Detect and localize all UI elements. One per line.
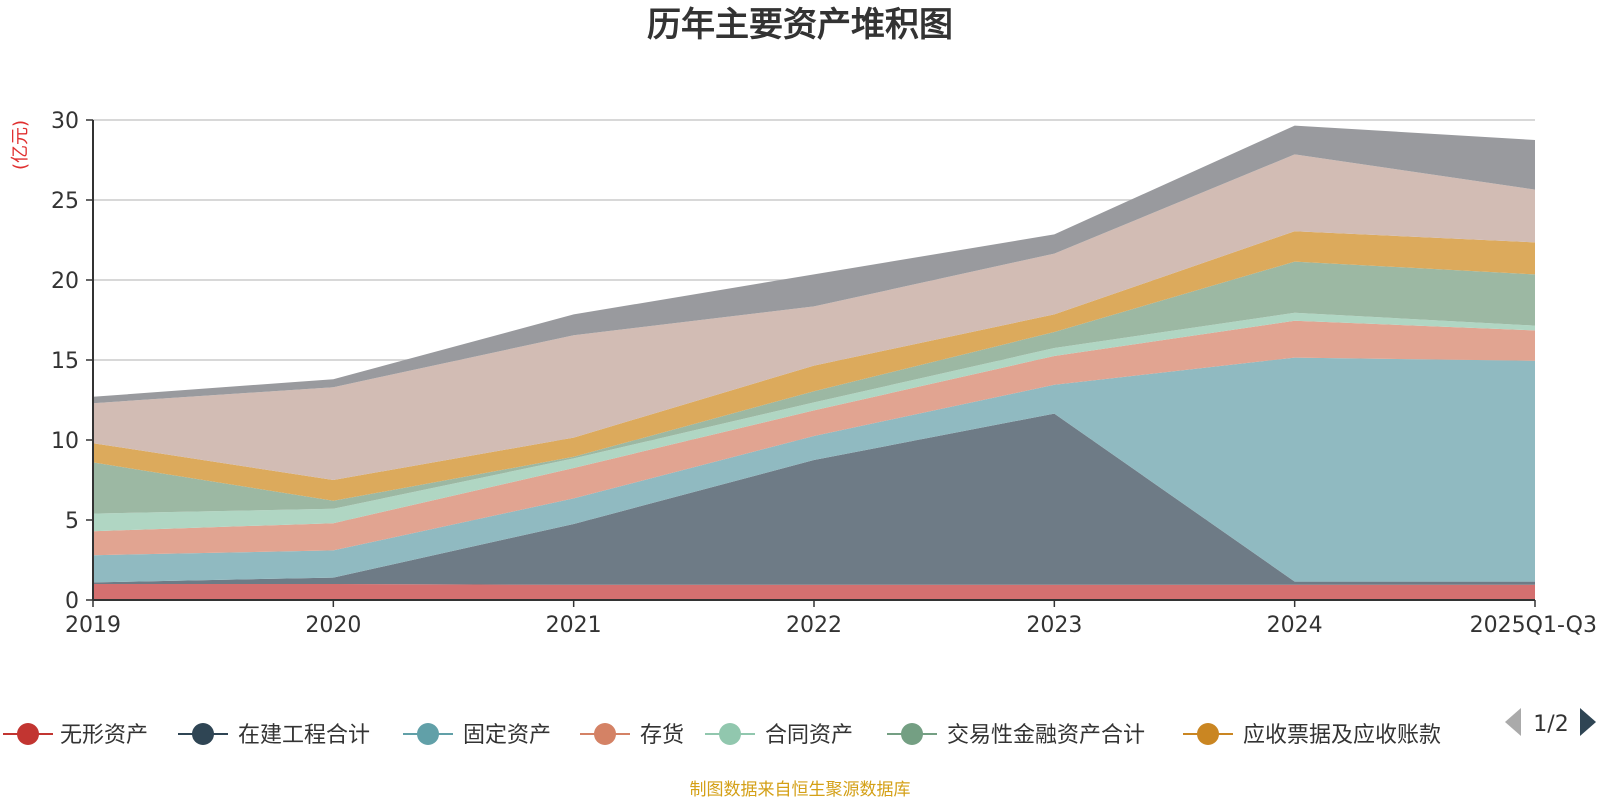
legend-item[interactable]: 交易性金融资产合计 [887, 723, 1145, 748]
legend-item[interactable]: 合同资产 [705, 723, 853, 748]
y-tick-label: 25 [51, 189, 79, 214]
x-tick-label: 2023 [1026, 613, 1082, 638]
legend-item[interactable]: 存货 [580, 723, 684, 748]
legend-marker-icon [1197, 723, 1219, 745]
legend-marker-icon [719, 723, 741, 745]
y-tick-label: 5 [65, 509, 79, 534]
legend-label: 在建工程合计 [238, 723, 370, 748]
legend-label: 交易性金融资产合计 [947, 723, 1145, 748]
legend-marker-icon [901, 723, 923, 745]
legend: 无形资产 在建工程合计 固定资产 存货 合同资产 交易性金融资产合计 应收票据及应收账款 [3, 723, 1441, 748]
legend-item[interactable]: 在建工程合计 [178, 723, 370, 748]
y-tick-label: 15 [51, 349, 79, 374]
y-tick-label: 0 [65, 589, 79, 614]
legend-item[interactable]: 固定资产 [403, 723, 551, 748]
area-series[interactable] [93, 584, 1535, 600]
area-series[interactable] [93, 261, 1535, 514]
x-tick-label: 2021 [546, 613, 602, 638]
area-series[interactable] [93, 320, 1535, 556]
legend-item[interactable]: 无形资产 [3, 723, 148, 748]
area-series[interactable] [93, 231, 1535, 501]
x-tick-label: 2025Q1-Q3 [1470, 613, 1597, 638]
legend-prev-page-icon[interactable] [1505, 708, 1521, 736]
area-series[interactable] [93, 357, 1535, 583]
legend-next-page-icon[interactable] [1580, 708, 1596, 736]
legend-marker-icon [594, 723, 616, 745]
legend-label: 无形资产 [60, 723, 148, 748]
legend-label: 应收票据及应收账款 [1243, 723, 1441, 748]
area-series-group [93, 125, 1535, 600]
legend-marker-icon [417, 723, 439, 745]
legend-page-indicator: 1/2 [1533, 712, 1568, 737]
y-tick-label: 10 [51, 429, 79, 454]
axes: 0 5 10 15 20 25 30 2019 2020 2021 2022 2023 2024 2025… [51, 109, 1597, 638]
x-tick-label: 2020 [305, 613, 361, 638]
y-tick-label: 20 [51, 269, 79, 294]
area-series[interactable] [93, 125, 1535, 404]
y-axis-unit-label: (亿元) [10, 120, 31, 170]
legend-item[interactable]: 应收票据及应收账款 [1183, 723, 1441, 748]
chart-title: 历年主要资产堆积图 [647, 5, 953, 45]
x-tick-label: 2022 [786, 613, 842, 638]
x-tick-label: 2024 [1267, 613, 1323, 638]
legend-label: 合同资产 [765, 723, 853, 748]
legend-pager: 1/2 [1505, 708, 1596, 737]
x-tick-label: 2019 [65, 613, 121, 638]
area-series[interactable] [93, 413, 1535, 585]
y-tick-label: 30 [51, 109, 79, 134]
legend-marker-icon [17, 723, 39, 745]
area-series[interactable] [93, 154, 1535, 480]
data-source-note: 制图数据来自恒生聚源数据库 [690, 780, 911, 800]
legend-label: 存货 [640, 723, 684, 748]
legend-marker-icon [192, 723, 214, 745]
legend-label: 固定资产 [463, 723, 551, 748]
